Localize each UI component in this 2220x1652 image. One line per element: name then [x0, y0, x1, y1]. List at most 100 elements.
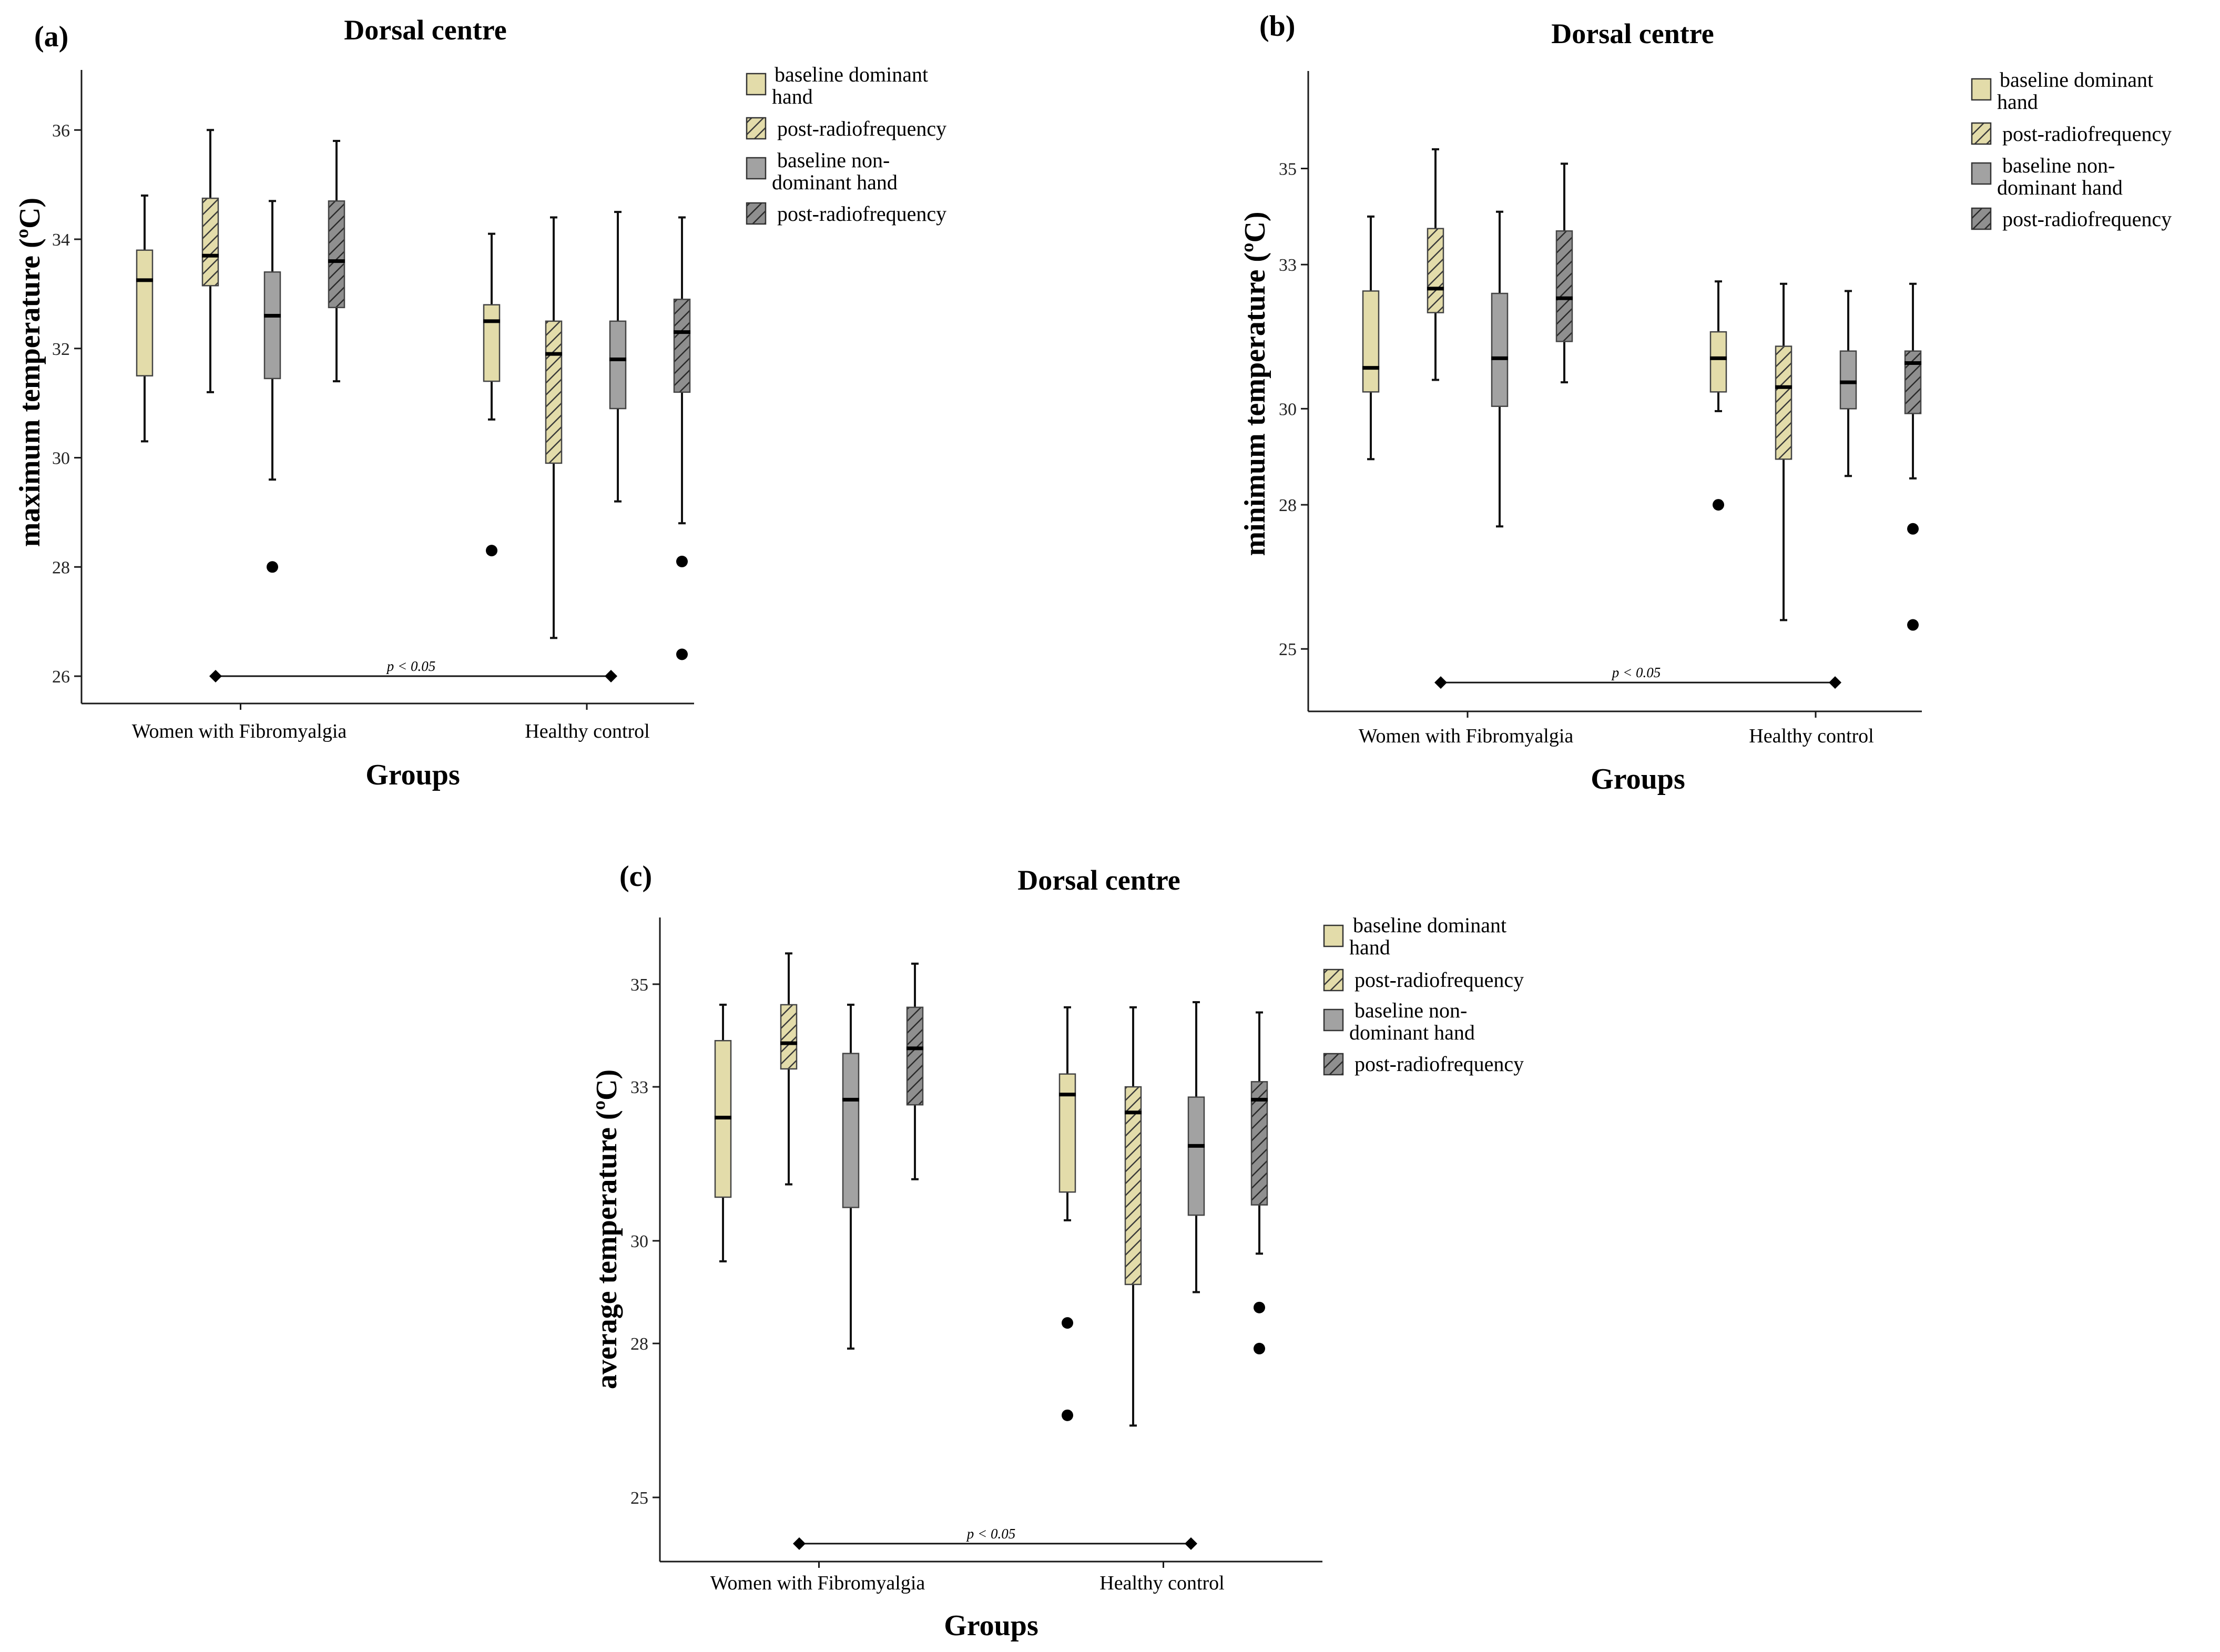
y-ticks-a: 26 28 30 32 34 36 — [52, 121, 82, 687]
box-body-c-0-1 — [1058, 1073, 1076, 1193]
outlier-point-b-3-1-0 — [1907, 523, 1919, 535]
legend-label-c-2: baseline non-dominant hand — [1349, 998, 1475, 1044]
legend-label-b-2: baseline non-dominant hand — [1997, 154, 2123, 199]
y-tick-label-a-3: 32 — [52, 340, 70, 359]
legend-b: baseline dominant hand post-radiofrequenc… — [1971, 68, 2172, 231]
legend-a: baseline dominant hand post-radiofrequenc… — [746, 63, 946, 226]
outlier-point-b-3-1-1 — [1907, 619, 1919, 631]
x-axis-title-b: Groups — [1591, 763, 1685, 796]
box-body-c-2-1 — [1187, 1096, 1205, 1216]
y-tick-label-c-0: 25 — [630, 1488, 648, 1508]
legend-swatch-a-3 — [746, 202, 767, 225]
box-a-s1-g0 — [201, 129, 219, 393]
chart-panel-b: (b) Dorsal centre minimum temperature (º… — [1239, 10, 2172, 796]
boxes-c — [714, 952, 1268, 1427]
legend-swatch-b-0 — [1971, 78, 1992, 101]
outlier-point-c-0-1-1 — [1062, 1409, 1073, 1421]
box-c-s2-g0 — [842, 1003, 860, 1350]
outlier-point-a-2-0-0 — [267, 561, 278, 573]
box-a-s2-g0 — [263, 200, 281, 573]
box-b-s2-g1 — [1839, 290, 1857, 477]
y-tick-label-a-1: 28 — [52, 558, 70, 577]
legend-swatch-b-2 — [1971, 162, 1992, 185]
y-ticks-c: 25 28 30 33 35 — [630, 975, 660, 1508]
box-body-a-0-1 — [483, 304, 501, 382]
box-body-a-1-0 — [201, 197, 219, 287]
box-body-a-2-1 — [609, 320, 627, 410]
outlier-point-a-3-1-1 — [676, 648, 688, 660]
significance-bar-a — [209, 670, 617, 683]
y-tick-label-a-2: 30 — [52, 449, 70, 468]
box-a-s0-g0 — [136, 194, 154, 443]
box-c-s3-g0 — [906, 962, 924, 1180]
box-body-b-0-0 — [1362, 290, 1380, 393]
box-c-s3-g1 — [1250, 1011, 1268, 1354]
significance-label-c: p < 0.05 — [966, 1526, 1015, 1542]
y-axis-title-c: average temperature (ºC) — [590, 1069, 623, 1389]
significance-marker-c-1 — [1185, 1537, 1197, 1550]
outlier-point-c-0-1-0 — [1062, 1317, 1073, 1329]
y-tick-label-c-1: 28 — [630, 1334, 648, 1354]
box-a-s2-g1 — [609, 211, 627, 503]
y-tick-label-b-3: 33 — [1279, 256, 1297, 275]
box-body-a-2-0 — [263, 271, 281, 380]
box-c-s1-g0 — [780, 952, 798, 1186]
chart-panel-c: (c) Dorsal centre average temperature (º… — [590, 860, 1524, 1642]
y-tick-label-a-4: 34 — [52, 230, 70, 250]
box-body-a-0-0 — [136, 249, 154, 376]
legend-swatch-c-2 — [1323, 1008, 1344, 1032]
y-tick-label-c-4: 35 — [630, 975, 648, 995]
chart-title-c: Dorsal centre — [1017, 864, 1180, 896]
significance-label-a: p < 0.05 — [386, 658, 435, 674]
box-body-b-1-0 — [1427, 228, 1444, 313]
x-axis-title-a: Groups — [365, 759, 460, 791]
x-category-label-c-0: Women with Fibromyalgia — [710, 1572, 925, 1594]
box-a-s0-g1 — [483, 232, 501, 557]
y-tick-label-a-5: 36 — [52, 121, 70, 140]
significance-bar-b — [1434, 676, 1841, 689]
box-body-b-0-1 — [1709, 331, 1727, 393]
x-axis-title-c: Groups — [944, 1609, 1038, 1642]
box-body-c-3-1 — [1250, 1081, 1268, 1206]
legend-swatch-b-3 — [1971, 207, 1992, 230]
significance-marker-b-1 — [1829, 676, 1841, 689]
legend-swatch-c-3 — [1323, 1053, 1344, 1076]
box-c-s2-g1 — [1187, 1001, 1205, 1293]
y-tick-label-c-3: 33 — [630, 1078, 648, 1097]
box-b-s0-g1 — [1709, 280, 1727, 511]
legend-swatch-c-0 — [1323, 924, 1344, 947]
chart-title-b: Dorsal centre — [1551, 18, 1714, 49]
y-tick-label-c-2: 30 — [630, 1232, 648, 1251]
boxes-b — [1362, 148, 1922, 631]
y-tick-label-b-1: 28 — [1279, 496, 1297, 515]
legend-label-a-0: baseline dominant hand — [772, 63, 928, 108]
y-tick-label-b-4: 35 — [1279, 159, 1297, 179]
box-body-b-3-1 — [1904, 350, 1922, 414]
box-b-s0-g0 — [1362, 215, 1380, 461]
significance-marker-c-0 — [793, 1537, 806, 1550]
box-b-s3-g1 — [1904, 282, 1922, 631]
legend-label-a-2: baseline non-dominant hand — [772, 148, 898, 194]
chart-panel-a: (a) Dorsal centre maximum temperature (º… — [14, 14, 946, 791]
y-axis-title-b: minimum temperature (ºC) — [1239, 211, 1271, 556]
box-body-c-1-1 — [1124, 1086, 1142, 1286]
boxes-a — [136, 129, 691, 660]
box-body-b-2-1 — [1839, 350, 1857, 410]
box-b-s2-g0 — [1491, 210, 1509, 528]
x-category-label-a-0: Women with Fibromyalgia — [132, 720, 347, 742]
legend-swatch-a-0 — [746, 73, 767, 96]
legend-c: baseline dominant hand post-radiofrequenc… — [1323, 913, 1524, 1076]
box-b-s1-g0 — [1427, 148, 1444, 381]
box-a-s3-g1 — [673, 216, 691, 660]
axes-b — [1307, 71, 1922, 718]
box-a-s1-g1 — [545, 216, 563, 639]
significance-bar-c — [793, 1537, 1197, 1550]
outlier-point-b-0-1-0 — [1713, 499, 1724, 511]
box-body-c-3-0 — [906, 1006, 924, 1106]
box-body-a-3-0 — [328, 200, 345, 309]
significance-label-b: p < 0.05 — [1611, 665, 1661, 680]
box-body-a-1-1 — [545, 320, 563, 464]
legend-label-b-1: post-radiofrequency — [2002, 122, 2172, 146]
significance-marker-a-1 — [605, 670, 617, 683]
box-c-s0-g0 — [714, 1003, 732, 1262]
